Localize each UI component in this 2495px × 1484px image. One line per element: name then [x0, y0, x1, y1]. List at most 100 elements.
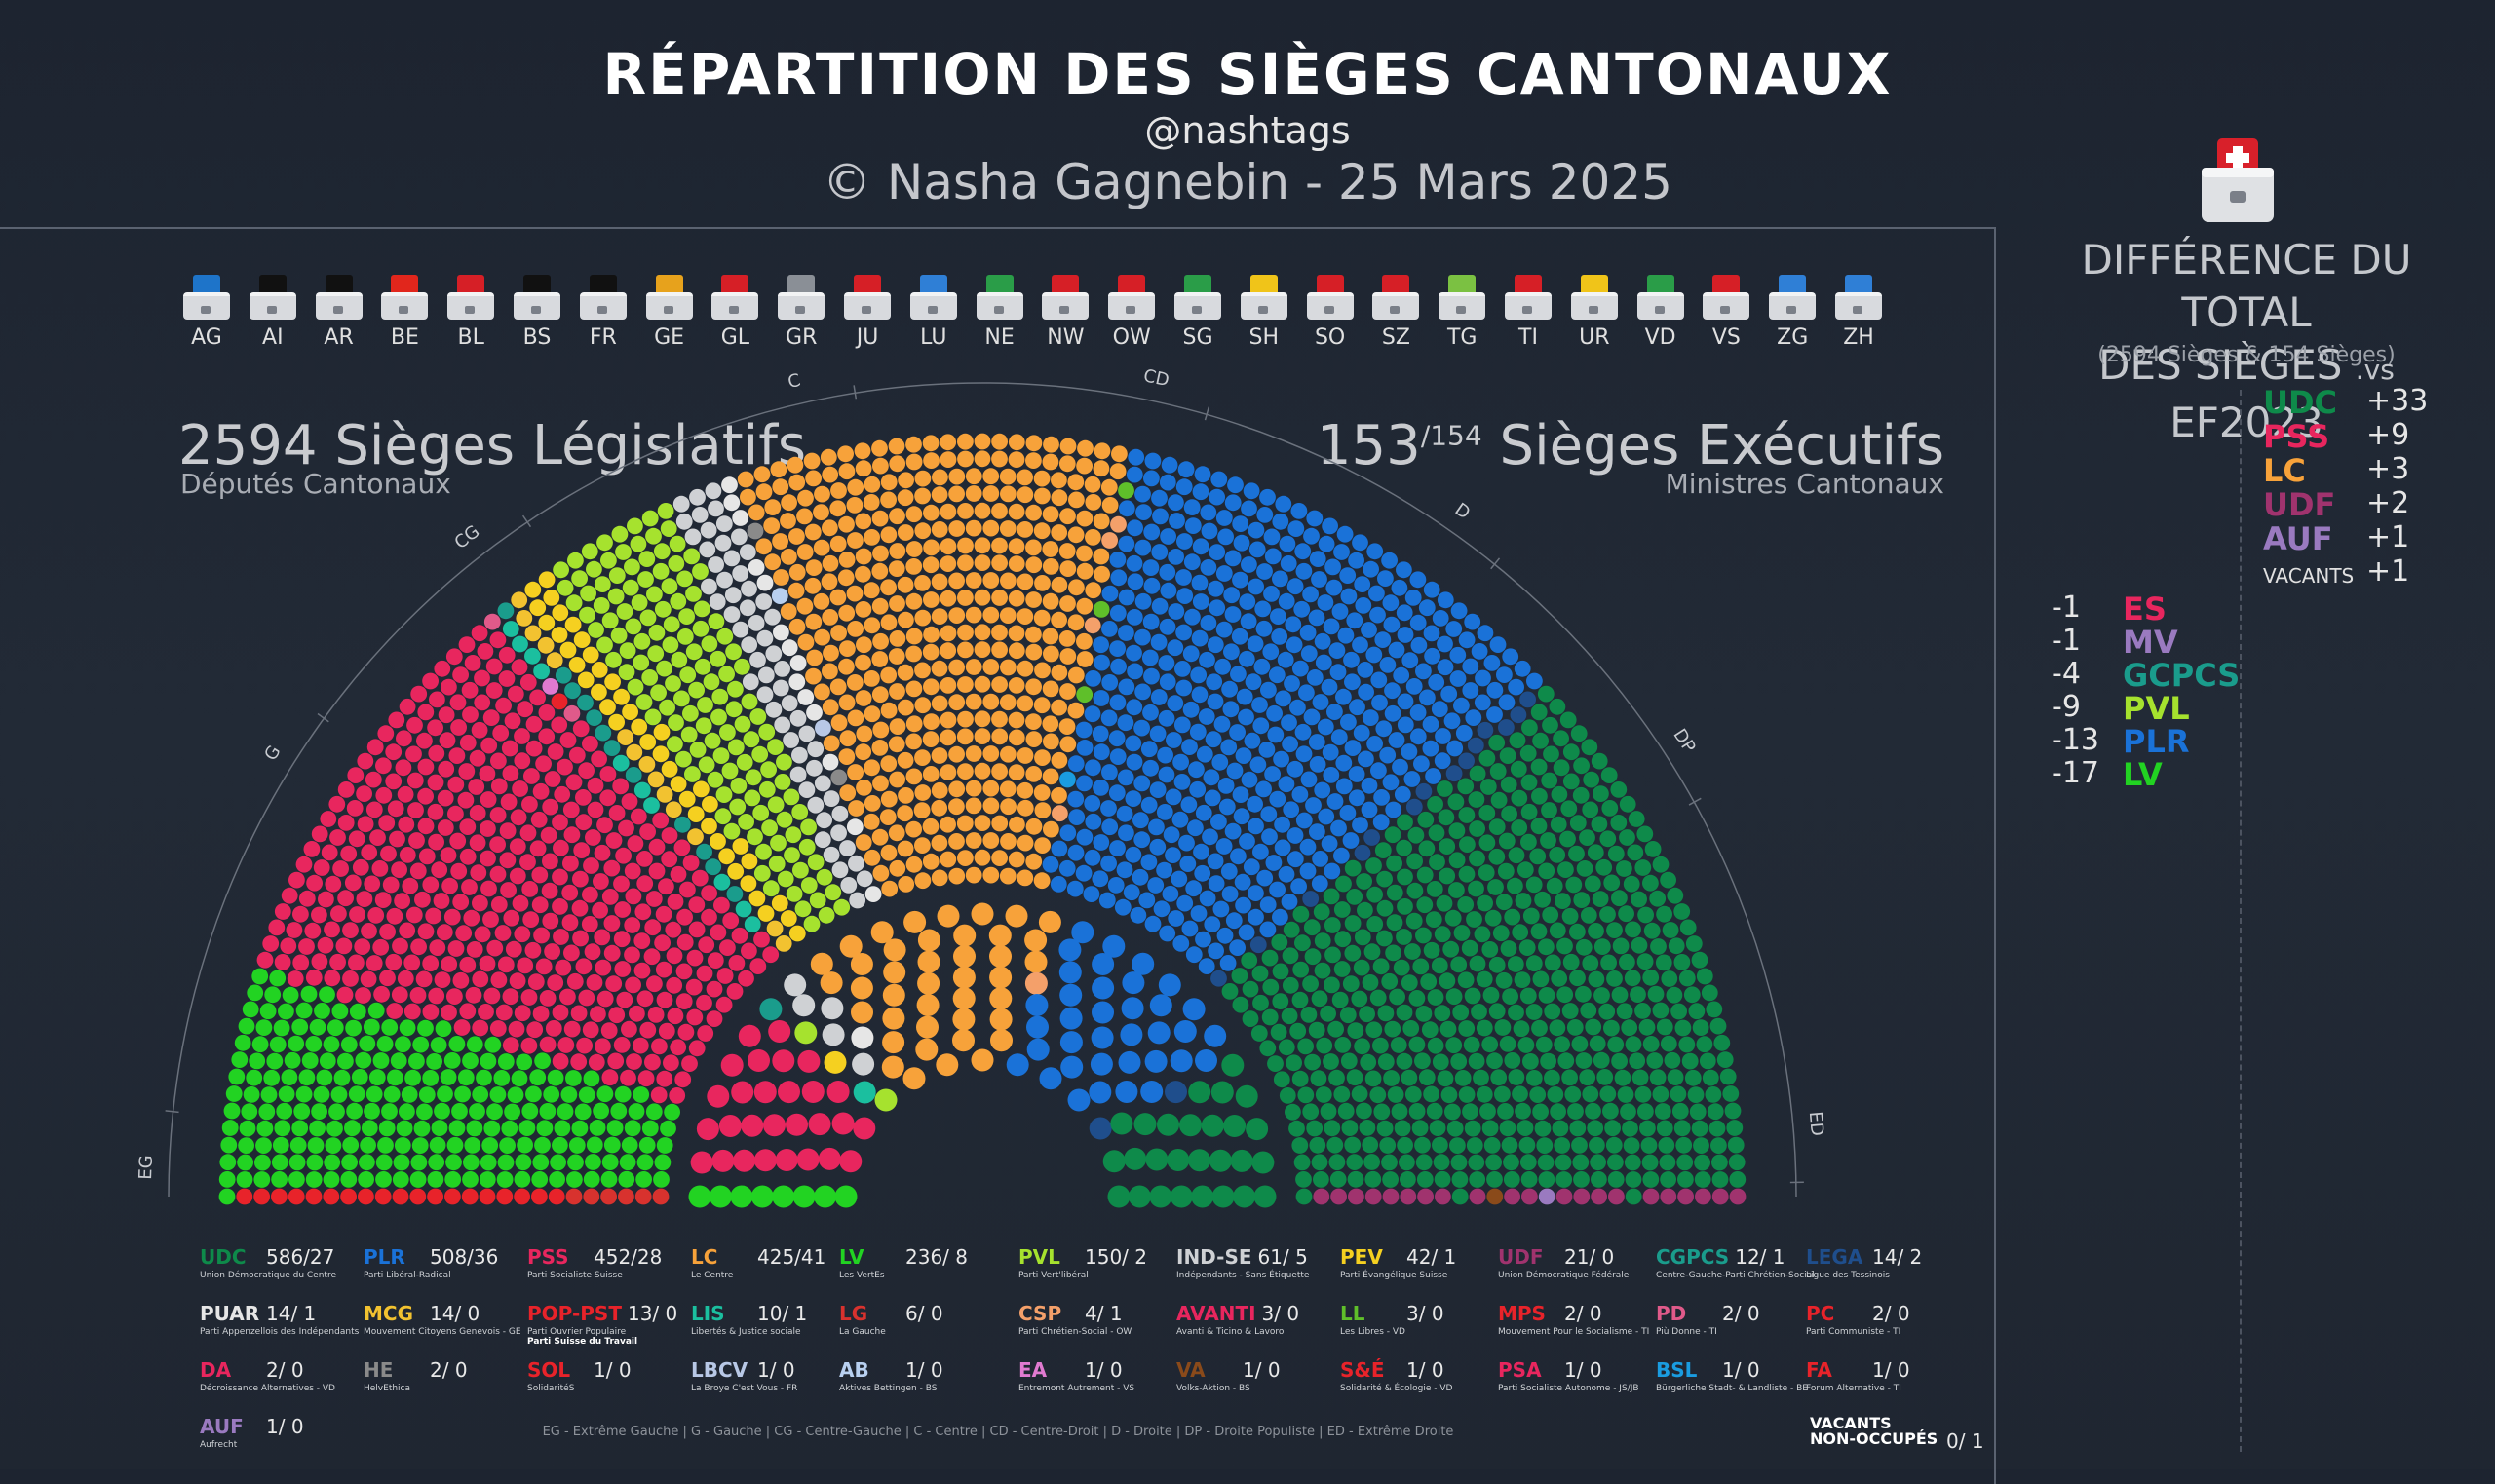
legislative-seat	[1279, 1039, 1295, 1055]
legislative-seat	[864, 617, 880, 633]
legislative-seat	[1210, 814, 1227, 830]
legislative-seat	[1042, 628, 1058, 645]
legislative-seat	[521, 881, 538, 897]
legislative-seat	[664, 616, 680, 632]
legislative-seat	[1297, 1039, 1314, 1055]
legislative-seat	[966, 659, 982, 675]
legislative-seat	[957, 763, 974, 780]
legislative-seat	[446, 648, 463, 665]
legislative-seat	[975, 554, 991, 571]
legislative-seat	[687, 828, 704, 845]
legislative-seat	[1292, 1071, 1309, 1087]
legislative-seat	[637, 990, 654, 1007]
legislative-seat	[1286, 1054, 1302, 1071]
legislative-seat	[445, 1154, 462, 1170]
legislative-seat	[855, 566, 871, 583]
legislative-seat	[1711, 1155, 1728, 1171]
legislative-seat	[838, 605, 855, 622]
legislative-seat	[1398, 717, 1414, 734]
legislative-seat	[422, 877, 439, 894]
legislative-seat	[1580, 1003, 1596, 1019]
legislative-seat	[364, 1019, 380, 1036]
legislative-seat	[1248, 885, 1264, 901]
legislative-seat	[646, 587, 663, 603]
legislative-seat	[940, 434, 956, 450]
legislative-seat	[1034, 610, 1051, 627]
legislative-seat	[881, 474, 898, 490]
legislative-seat	[1255, 781, 1272, 798]
legislative-seat	[1000, 520, 1017, 537]
executive-seat	[1091, 1053, 1113, 1076]
legislative-seat	[423, 1004, 440, 1020]
legislative-seat	[1469, 791, 1485, 808]
legislative-seat	[1190, 667, 1207, 684]
legislative-seat	[567, 1155, 584, 1171]
legislative-seat	[816, 812, 832, 828]
executive-seat	[772, 1186, 794, 1208]
legislative-seat	[975, 590, 991, 606]
legend-abbr: LC	[691, 1245, 751, 1269]
legislative-seat	[966, 780, 982, 797]
legislative-seat	[1416, 783, 1433, 800]
legislative-seat	[1487, 879, 1504, 895]
legislative-seat	[1565, 877, 1582, 894]
legislative-seat	[1607, 1154, 1624, 1170]
legislative-seat	[1529, 849, 1546, 865]
legislative-seat	[1109, 640, 1126, 657]
legislative-seat	[1176, 478, 1193, 495]
legislative-seat	[338, 781, 355, 798]
legislative-seat	[807, 741, 824, 757]
legislative-seat	[1093, 549, 1109, 565]
executive-seat	[953, 967, 976, 989]
legislative-seat	[905, 558, 922, 575]
legislative-seat	[737, 754, 753, 771]
legislative-seat	[354, 938, 370, 955]
legislative-seat	[957, 590, 974, 606]
legislative-seat	[1324, 619, 1340, 635]
legend-seats: 425/41	[757, 1245, 825, 1269]
legislative-seat	[1085, 617, 1101, 633]
legislative-seat	[1677, 1171, 1694, 1188]
legislative-seat	[975, 624, 991, 640]
legislative-seat	[1254, 601, 1271, 618]
legislative-seat	[306, 1189, 323, 1205]
legislative-seat	[625, 977, 641, 994]
legislative-seat	[1571, 725, 1588, 742]
legislative-seat	[832, 861, 849, 878]
legislative-seat	[1646, 1052, 1663, 1069]
legislative-seat	[667, 947, 683, 964]
legislative-seat	[533, 664, 550, 680]
legislative-seat	[498, 1053, 515, 1070]
legislative-seat	[1674, 1120, 1691, 1136]
legislative-seat	[732, 622, 748, 638]
legislative-seat	[1246, 673, 1262, 690]
legislative-seat	[1336, 779, 1353, 795]
legislative-seat	[982, 832, 999, 849]
legislative-seat	[814, 629, 830, 646]
legislative-seat	[1151, 689, 1168, 705]
legislative-seat	[821, 449, 837, 466]
legislative-seat	[1283, 977, 1299, 994]
ideology-legend: EG - Extrême Gauche | G - Gauche | CG - …	[0, 1425, 1996, 1439]
legend-seats: 21/ 0	[1564, 1245, 1614, 1269]
legislative-seat	[1521, 1189, 1538, 1205]
legislative-seat	[1301, 645, 1318, 662]
legislative-seat	[1043, 646, 1059, 663]
legislative-seat	[349, 1085, 365, 1102]
legislative-seat	[724, 823, 741, 840]
executive-seat	[1157, 1114, 1179, 1136]
legend-fullname: Mouvement Citoyens Genevois - GE	[364, 1327, 529, 1337]
legislative-seat	[871, 651, 888, 667]
legislative-seat	[1660, 1155, 1676, 1171]
executive-seat	[1124, 1148, 1146, 1170]
legislative-seat	[625, 863, 641, 880]
legislative-seat	[1102, 586, 1119, 602]
legislative-seat	[1172, 754, 1189, 771]
legislative-seat	[326, 1121, 343, 1137]
legislative-seat	[1484, 1137, 1501, 1154]
legislative-seat	[1394, 960, 1410, 976]
legislative-seat	[789, 564, 806, 581]
executive-seat	[853, 1118, 875, 1140]
legislative-seat	[1101, 710, 1118, 727]
legislative-seat	[741, 581, 757, 597]
